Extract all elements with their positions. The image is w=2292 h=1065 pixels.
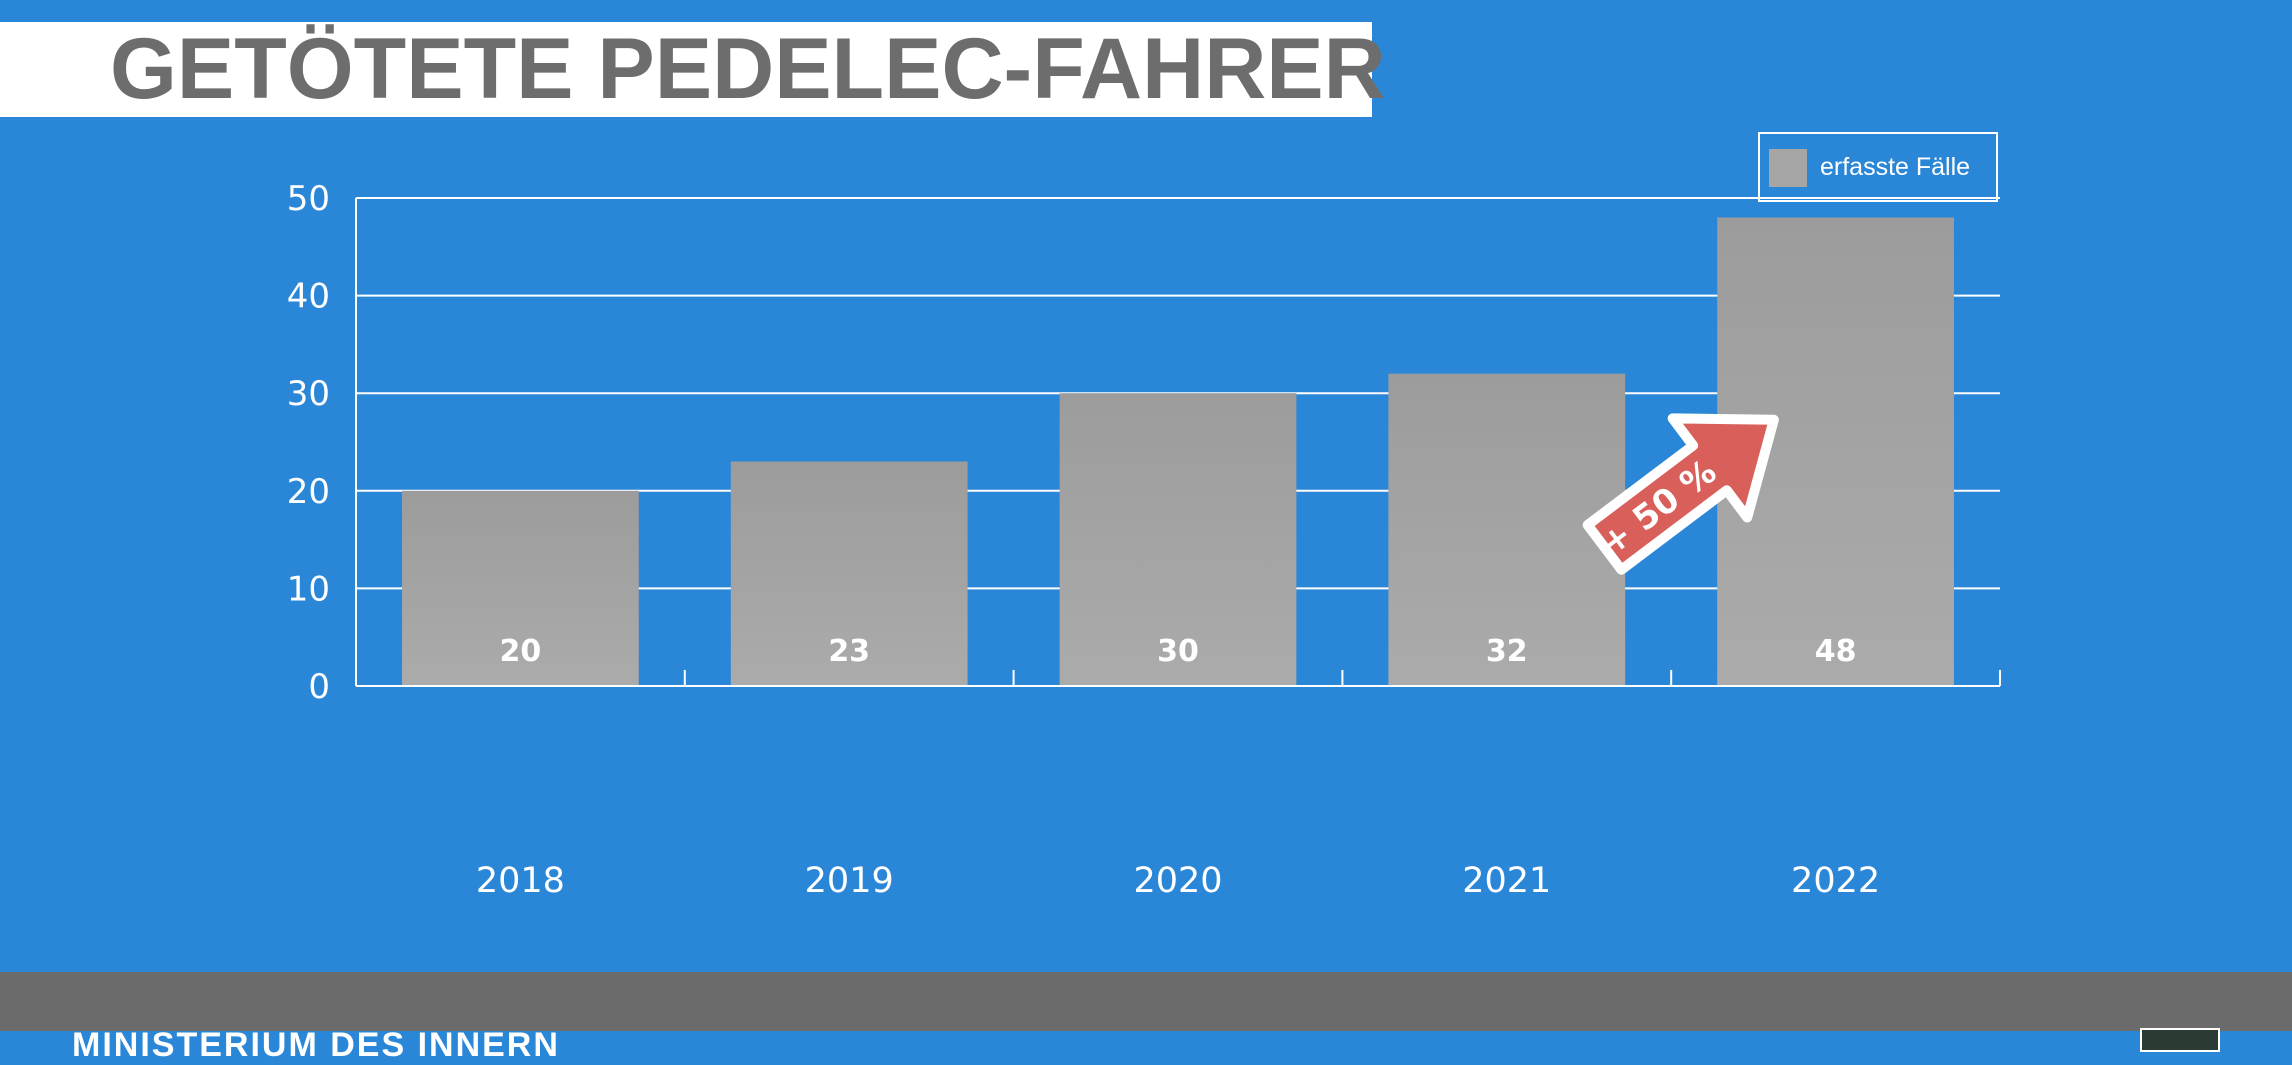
title-banner [0, 22, 1372, 117]
footer-logo [2140, 1028, 2220, 1052]
bar-value-label: 30 [1157, 634, 1199, 669]
y-tick-label: 0 [308, 667, 330, 707]
x-tick-label: 2018 [476, 861, 565, 901]
y-tick-label: 30 [287, 374, 330, 414]
y-tick-label: 40 [287, 277, 330, 317]
x-tick-label: 2022 [1791, 861, 1880, 901]
axes [355, 197, 2001, 687]
bar [730, 461, 968, 686]
footer-bar [0, 972, 2292, 1031]
footer-text: MINISTERIUM DES INNERN [72, 1026, 560, 1064]
legend: erfasste Fälle [1758, 132, 1998, 202]
bar-value-label: 32 [1486, 634, 1528, 669]
y-tick-label: 10 [287, 569, 330, 609]
bar [1059, 393, 1297, 686]
bar-value-label: 48 [1815, 634, 1857, 669]
bar-value-label: 20 [500, 634, 542, 669]
y-tick-label: 50 [287, 179, 330, 219]
bar [402, 490, 639, 686]
x-tick-label: 2021 [1462, 861, 1551, 901]
y-axis-ticks: 0 10 20 30 40 50 [287, 179, 330, 707]
x-tick-label: 2019 [805, 861, 894, 901]
x-axis-labels: 2018 2019 2020 2021 2022 [476, 861, 1880, 901]
legend-label: erfasste Fälle [1820, 153, 1971, 181]
y-tick-label: 20 [287, 472, 330, 512]
legend-swatch [1769, 149, 1807, 187]
bar-value-label: 23 [828, 634, 870, 669]
x-tick-label: 2020 [1133, 861, 1222, 901]
page-title: GETÖTETE PEDELEC-FAHRER [110, 21, 1386, 117]
